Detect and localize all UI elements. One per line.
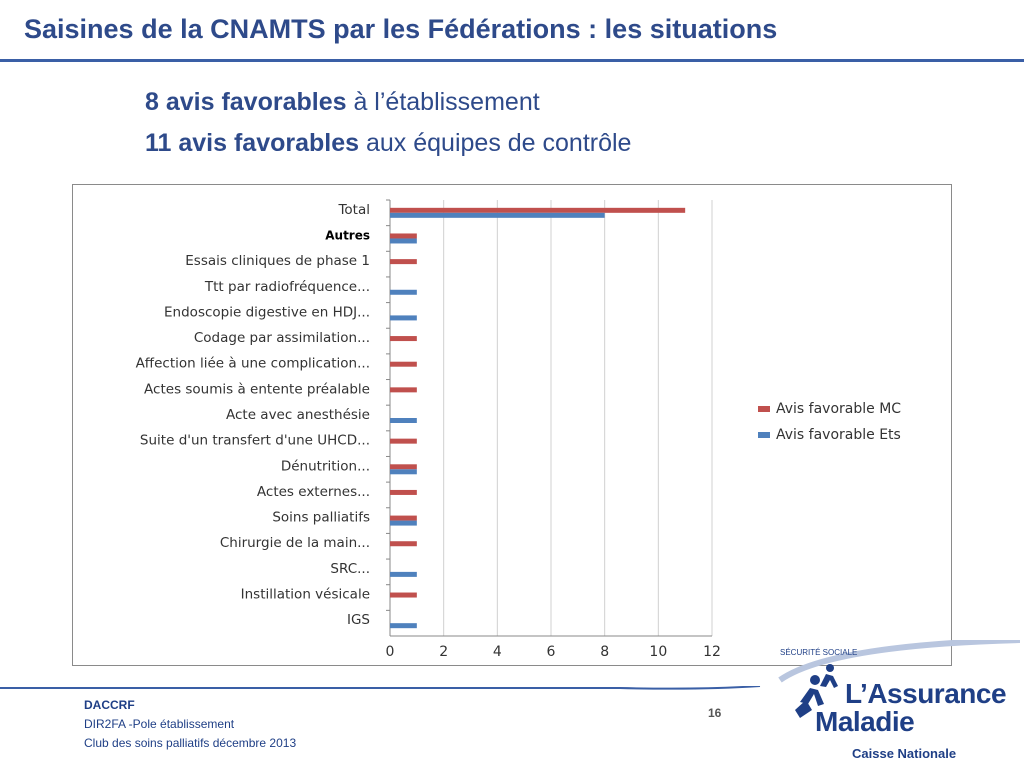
category-label: IGS — [347, 612, 370, 628]
x-tick-label: 2 — [439, 644, 448, 660]
assurance-maladie-logo — [778, 640, 1020, 718]
category-label: Endoscopie digestive en HDJ... — [164, 304, 370, 320]
bar-ets — [390, 315, 417, 321]
bar-ets — [390, 238, 417, 244]
category-label: Codage par assimilation... — [194, 330, 370, 346]
bar-mc — [390, 361, 417, 367]
legend-label: Avis favorable Ets — [776, 427, 901, 443]
bar-ets — [390, 418, 417, 423]
legend-swatch — [758, 432, 770, 438]
bar-mc — [390, 489, 417, 495]
people-figures-icon — [795, 664, 838, 718]
footer-event: Club des soins palliatifs décembre 2013 — [84, 736, 297, 750]
bar-ets — [390, 571, 417, 577]
category-label: Affection liée à une complication... — [136, 356, 370, 372]
footer-org: DACCRF — [84, 698, 135, 712]
bar-ets — [390, 520, 417, 526]
x-tick-label: 4 — [493, 644, 502, 660]
bar-ets — [390, 212, 605, 218]
footer-divider — [0, 686, 761, 690]
chart-frame — [72, 184, 952, 666]
category-label: Essais cliniques de phase 1 — [185, 253, 370, 269]
bar-mc — [390, 207, 686, 213]
category-label: Suite d'un transfert d'une UHCD... — [140, 433, 370, 449]
x-tick-label: 10 — [649, 644, 667, 660]
summary-line-controle: 11 avis favorables aux équipes de contrô… — [145, 129, 631, 158]
bar-mc — [390, 541, 417, 547]
category-label: Total — [337, 202, 370, 218]
category-label: Autres — [325, 228, 370, 242]
bar-mc — [390, 387, 417, 393]
category-label: SRC... — [330, 561, 370, 577]
logo-name-line-1: L’Assurance — [845, 678, 1007, 709]
bar-ets — [390, 469, 417, 475]
bar-ets — [390, 289, 417, 295]
logo-arc-text: SÉCURITÉ SOCIALE — [780, 648, 858, 657]
bar-mc — [390, 336, 417, 342]
logo-subtitle: Caisse Nationale — [852, 746, 957, 761]
category-label: Acte avec anesthésie — [226, 407, 370, 423]
bar-mc — [390, 592, 417, 598]
logo-name-line-2: Maladie — [815, 706, 915, 737]
category-label: Dénutrition... — [281, 458, 370, 474]
category-label: Soins palliatifs — [272, 510, 370, 526]
summary-line-etablissement: 8 avis favorables à l’établissement — [145, 88, 540, 117]
footer-dept: DIR2FA -Pole établissement — [84, 717, 235, 731]
legend-label: Avis favorable MC — [776, 401, 901, 417]
x-tick-label: 12 — [703, 644, 721, 660]
legend-swatch — [758, 406, 770, 412]
summary-line-1-rest: à l’établissement — [346, 88, 540, 116]
category-label: Ttt par radiofréquence... — [204, 279, 370, 295]
summary-line-2-rest: aux équipes de contrôle — [359, 129, 632, 157]
bar-mc — [390, 259, 417, 265]
bar-ets — [390, 623, 417, 629]
summary-line-1-bold: 8 avis favorables — [145, 88, 347, 116]
title-divider — [0, 59, 1024, 62]
bar-mc — [390, 515, 417, 521]
x-tick-label: 8 — [600, 644, 609, 660]
category-label: Chirurgie de la main... — [220, 535, 370, 551]
category-label: Instillation vésicale — [241, 587, 370, 603]
bar-mc — [390, 464, 417, 470]
slide-title: Saisines de la CNAMTS par les Fédération… — [24, 14, 778, 44]
category-label: Actes soumis à entente préalable — [144, 381, 370, 397]
bar-mc — [390, 438, 417, 444]
bar-chart: 0 2 4 6 8 10 12 Total Autres Essais cliniques de … — [136, 199, 901, 660]
page-number: 16 — [708, 706, 722, 720]
x-tick-label: 6 — [547, 644, 556, 660]
x-tick-label: 0 — [386, 644, 395, 660]
summary-line-2-bold: 11 avis favorables — [145, 129, 360, 157]
bar-mc — [390, 233, 417, 239]
category-label: Actes externes... — [257, 484, 370, 500]
